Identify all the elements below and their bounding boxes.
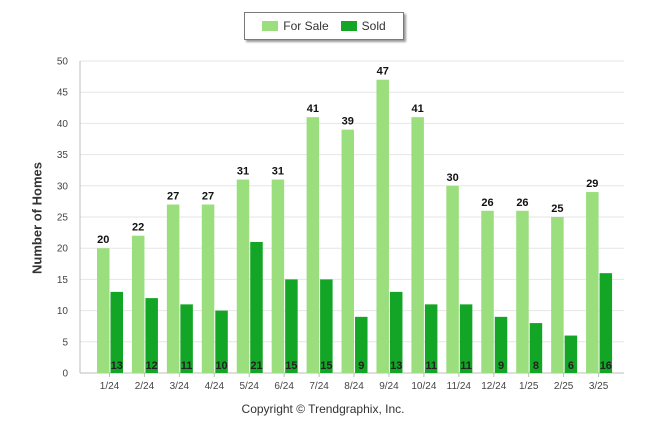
bar-sold bbox=[459, 304, 473, 373]
y-tick-label: 20 bbox=[57, 244, 69, 255]
bar-for-sale bbox=[481, 210, 494, 373]
bar-sold bbox=[285, 279, 298, 373]
bar-for-sale bbox=[586, 192, 599, 373]
data-label-for-sale: 22 bbox=[132, 222, 144, 234]
y-tick-label: 5 bbox=[62, 337, 68, 348]
bar-for-sale bbox=[131, 235, 145, 373]
bar-sold bbox=[599, 273, 613, 373]
bar-for-sale bbox=[271, 179, 285, 373]
data-label-for-sale: 39 bbox=[342, 116, 354, 128]
data-label-sold: 12 bbox=[146, 360, 158, 372]
bar-sold bbox=[110, 291, 123, 373]
y-tick-label: 10 bbox=[57, 306, 69, 317]
data-label-sold: 21 bbox=[250, 360, 262, 372]
legend-label-for-sale: For Sale bbox=[283, 19, 329, 33]
y-tick-label: 25 bbox=[57, 213, 69, 224]
data-label-sold: 15 bbox=[320, 360, 332, 372]
x-tick-label: 1/24 bbox=[100, 381, 120, 392]
data-label-for-sale: 41 bbox=[412, 103, 424, 115]
data-label-for-sale: 26 bbox=[516, 197, 528, 209]
chart-legend: For Sale Sold bbox=[244, 12, 404, 40]
bar-for-sale bbox=[376, 79, 389, 373]
bar-sold bbox=[145, 298, 158, 373]
data-label-sold: 10 bbox=[215, 360, 227, 372]
x-tick-label: 3/24 bbox=[170, 381, 190, 392]
data-label-sold: 11 bbox=[181, 360, 193, 372]
x-tick-label: 8/24 bbox=[344, 381, 364, 392]
bar-for-sale bbox=[516, 210, 529, 373]
bar-sold bbox=[355, 316, 368, 373]
y-tick-label: 0 bbox=[62, 369, 68, 380]
data-label-sold: 11 bbox=[425, 360, 437, 372]
bar-for-sale bbox=[446, 185, 459, 373]
data-label-sold: 6 bbox=[568, 360, 574, 372]
bar-for-sale bbox=[411, 117, 424, 373]
x-tick-label: 6/24 bbox=[274, 381, 294, 392]
bar-sold bbox=[250, 241, 263, 373]
x-tick-label: 10/24 bbox=[411, 381, 436, 392]
legend-item-sold[interactable]: Sold bbox=[340, 19, 386, 33]
data-label-sold: 13 bbox=[111, 360, 123, 372]
legend-item-for-sale[interactable]: For Sale bbox=[262, 19, 329, 33]
data-label-for-sale: 25 bbox=[551, 203, 563, 215]
y-tick-label: 50 bbox=[57, 57, 69, 68]
x-tick-label: 1/25 bbox=[519, 381, 539, 392]
bar-for-sale bbox=[341, 129, 355, 373]
x-tick-label: 2/24 bbox=[135, 381, 155, 392]
legend-swatch-sold bbox=[340, 21, 357, 31]
x-tick-label: 12/24 bbox=[481, 381, 506, 392]
y-tick-label: 15 bbox=[57, 275, 69, 286]
legend-swatch-for-sale bbox=[262, 21, 279, 31]
data-label-sold: 8 bbox=[533, 360, 539, 372]
data-label-for-sale: 41 bbox=[307, 103, 319, 115]
bar-sold bbox=[320, 279, 333, 373]
x-tick-label: 2/25 bbox=[554, 381, 574, 392]
x-tick-label: 3/25 bbox=[589, 381, 609, 392]
x-tick-label: 7/24 bbox=[309, 381, 329, 392]
data-label-sold: 15 bbox=[285, 360, 297, 372]
data-label-for-sale: 31 bbox=[272, 166, 284, 178]
data-label-for-sale: 29 bbox=[586, 178, 598, 190]
data-label-for-sale: 26 bbox=[481, 197, 493, 209]
data-label-for-sale: 30 bbox=[446, 172, 458, 184]
data-label-for-sale: 47 bbox=[377, 66, 389, 78]
y-tick-label: 30 bbox=[57, 181, 69, 192]
x-tick-label: 11/24 bbox=[447, 381, 472, 392]
data-label-for-sale: 27 bbox=[167, 191, 179, 203]
data-label-sold: 9 bbox=[498, 360, 504, 372]
data-label-sold: 9 bbox=[358, 360, 364, 372]
y-tick-label: 35 bbox=[57, 150, 69, 161]
y-tick-label: 40 bbox=[57, 119, 69, 130]
x-tick-label: 4/24 bbox=[205, 381, 225, 392]
x-tick-label: 9/24 bbox=[379, 381, 399, 392]
data-label-sold: 11 bbox=[460, 360, 472, 372]
y-axis-label: Number of Homes bbox=[29, 162, 45, 274]
legend-label-sold: Sold bbox=[361, 19, 386, 33]
bar-sold bbox=[180, 304, 193, 373]
bar-sold bbox=[529, 323, 543, 373]
bar-sold bbox=[215, 310, 228, 373]
bar-sold bbox=[494, 316, 508, 373]
bar-for-sale bbox=[201, 204, 215, 373]
bar-for-sale bbox=[236, 179, 250, 373]
bar-sold bbox=[389, 291, 403, 373]
bar-for-sale bbox=[166, 204, 180, 373]
bar-for-sale bbox=[97, 248, 110, 373]
bar-for-sale bbox=[306, 117, 320, 373]
y-tick-label: 45 bbox=[57, 88, 69, 99]
bar-sold bbox=[424, 304, 438, 373]
data-label-sold: 16 bbox=[600, 360, 612, 372]
bar-sold bbox=[564, 335, 578, 373]
data-label-for-sale: 27 bbox=[202, 191, 214, 203]
x-tick-label: 5/24 bbox=[239, 381, 259, 392]
bar-for-sale bbox=[551, 217, 564, 373]
data-label-sold: 13 bbox=[390, 360, 402, 372]
data-label-for-sale: 20 bbox=[97, 234, 109, 246]
data-label-for-sale: 31 bbox=[237, 166, 249, 178]
copyright-text: Copyright © Trendgraphix, Inc. bbox=[241, 402, 405, 416]
